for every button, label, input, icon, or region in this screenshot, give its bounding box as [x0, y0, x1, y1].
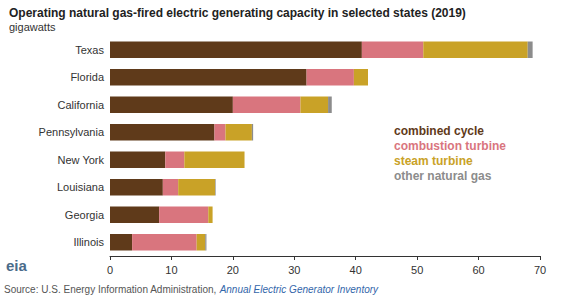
svg-text:60: 60 — [472, 264, 484, 276]
svg-text:Illinois: Illinois — [73, 236, 104, 248]
svg-text:Texas: Texas — [75, 44, 104, 56]
svg-text:10: 10 — [165, 264, 177, 276]
svg-text:New York: New York — [58, 154, 105, 166]
svg-text:20: 20 — [227, 264, 239, 276]
svg-text:50: 50 — [411, 264, 423, 276]
svg-text:0: 0 — [107, 264, 113, 276]
svg-text:gigawatts: gigawatts — [9, 21, 56, 33]
svg-text:Annual Electric Generator Inve: Annual Electric Generator Inventory — [219, 284, 379, 295]
svg-text:California: California — [58, 99, 105, 111]
svg-text:Operating natural gas-fired el: Operating natural gas-fired electric gen… — [9, 6, 466, 20]
svg-text:Florida: Florida — [70, 71, 105, 83]
svg-text:combustion turbine: combustion turbine — [394, 139, 506, 153]
svg-text:Louisiana: Louisiana — [57, 181, 105, 193]
svg-text:30: 30 — [288, 264, 300, 276]
svg-text:combined cycle: combined cycle — [394, 124, 484, 138]
svg-text:Source: U.S. Energy Informatio: Source: U.S. Energy Information Administ… — [4, 284, 219, 295]
svg-text:eia: eia — [6, 257, 28, 274]
svg-text:Pennsylvania: Pennsylvania — [39, 126, 105, 138]
svg-text:other natural gas: other natural gas — [394, 169, 492, 183]
svg-text:Georgia: Georgia — [65, 209, 105, 221]
svg-text:40: 40 — [350, 264, 362, 276]
svg-text:70: 70 — [534, 264, 546, 276]
svg-text:steam turbine: steam turbine — [394, 154, 473, 168]
